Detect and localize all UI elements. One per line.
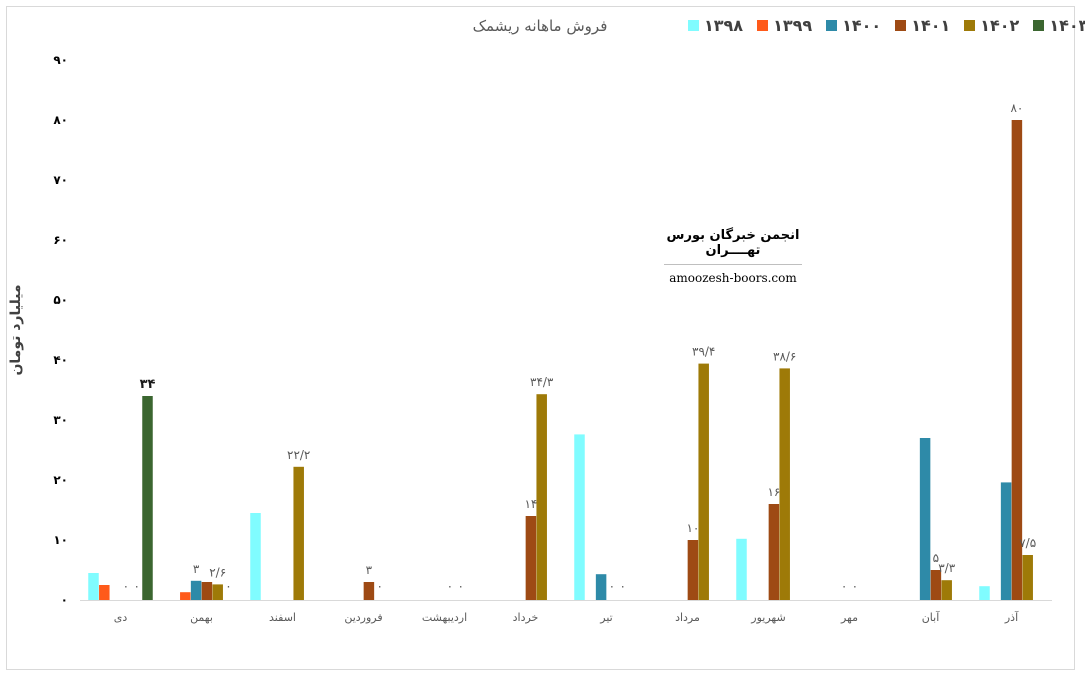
legend-label: ۱۳۹۹ [773,16,813,35]
data-label: ۱۴ [524,497,537,511]
legend-item: ۱۳۹۹ [757,16,812,35]
bar [99,585,110,600]
bar [201,582,213,600]
bar [536,394,547,600]
legend-swatch [1033,20,1045,31]
data-label: ۷/۵ [1019,536,1036,550]
legend-item: ۱۴۰۳ [1033,16,1085,35]
bar [768,504,780,600]
legend-item: ۱۴۰۰ [826,16,881,35]
data-label: ۳۴ [140,377,156,392]
data-label: ۰ [457,579,463,593]
x-tick-label: بهمن [190,611,213,624]
data-label: ۰ [133,579,139,593]
bar [190,580,202,600]
data-label: ۳ [366,563,373,577]
bar [687,540,699,600]
data-label: ۱۶ [767,485,780,499]
data-label: ۳۴/۳ [530,375,554,389]
legend-swatch [895,20,907,31]
legend-label: ۱۳۹۸ [704,16,744,35]
x-tick-label: خرداد [513,611,539,624]
y-tick-label: ۳۰ [53,413,68,427]
bar [698,363,709,600]
y-tick-label: ۴۰ [53,353,68,367]
data-label: ۳۹/۴ [692,345,715,359]
x-tick-label: اسفند [269,611,296,624]
data-label: ۰ [852,579,858,593]
y-tick-label: ۰ [61,593,68,607]
data-label: ۵ [933,551,939,565]
data-label: ۸۰ [1010,101,1023,115]
bar [180,592,191,600]
x-tick-label: تیر [599,611,612,624]
bar [941,580,952,600]
bar [595,574,607,600]
bar [142,396,153,600]
data-label: ۰ [447,579,453,593]
data-label: ۱۰ [686,521,699,535]
legend-label: ۱۴۰۲ [980,16,1020,35]
y-tick-label: ۸۰ [53,113,68,127]
bar [88,573,99,600]
bar [1000,482,1012,600]
data-label: ۰ [609,579,615,593]
x-tick-label: مهر [840,611,858,624]
bar [1011,120,1023,600]
data-label: ۲۲/۲ [287,448,310,462]
data-label: ۳۸/۶ [773,349,796,363]
bar [736,538,747,600]
y-tick-label: ۷۰ [53,173,68,187]
data-label: ۳ [193,562,200,576]
x-tick-label: فروردین [344,611,382,624]
legend-swatch [826,20,838,31]
data-label: ۰ [123,579,129,593]
x-tick-label: شهریور [750,611,785,624]
watermark-title: انجمن خبرگان بورس تهــــران [664,228,802,265]
y-tick-label: ۶۰ [53,233,68,247]
chart-legend: ۱۳۹۸ ۱۳۹۹ ۱۴۰۰ ۱۴۰۱ ۱۴۰۲ ۱۴۰۳ [688,16,1085,35]
legend-swatch [688,20,699,31]
data-label: ۳/۳ [938,561,955,575]
bar [779,368,790,600]
bar [250,513,261,600]
watermark: انجمن خبرگان بورس تهــــران amoozesh-boo… [664,228,802,285]
y-tick-label: ۵۰ [53,293,68,307]
legend-item: ۱۴۰۱ [895,16,950,35]
bar [525,516,537,600]
bar [212,584,223,600]
legend-item: ۱۴۰۲ [964,16,1019,35]
watermark-url: amoozesh-boors.com [669,271,797,285]
x-tick-label: آبان [922,610,940,624]
legend-item: ۱۳۹۸ [688,16,743,35]
legend-swatch [757,20,769,31]
legend-swatch [964,20,976,31]
data-label: ۰ [841,579,847,593]
data-label: ۰ [376,579,382,593]
bar [919,438,931,600]
bar [979,586,990,600]
legend-label: ۱۴۰۰ [842,16,882,35]
data-label: ۰ [619,579,625,593]
x-tick-label: اردیبهشت [422,611,467,624]
bar [930,570,942,600]
legend-label: ۱۴۰۳ [1049,16,1085,35]
bar [293,466,304,600]
x-tick-label: آذر [1004,610,1019,624]
data-label: ۰ [225,579,231,593]
bar [363,582,375,600]
bar [574,434,585,600]
legend-label: ۱۴۰۱ [911,16,951,35]
data-label: ۲/۶ [209,565,226,579]
x-tick-label: مرداد [675,611,700,624]
y-tick-label: ۱۰ [53,533,68,547]
y-tick-label: ۹۰ [53,53,68,67]
y-tick-label: ۲۰ [53,473,68,487]
bar [1022,555,1033,600]
x-tick-label: دی [114,611,128,624]
chart-title: فروش ماهانه ریشمک [472,17,608,35]
